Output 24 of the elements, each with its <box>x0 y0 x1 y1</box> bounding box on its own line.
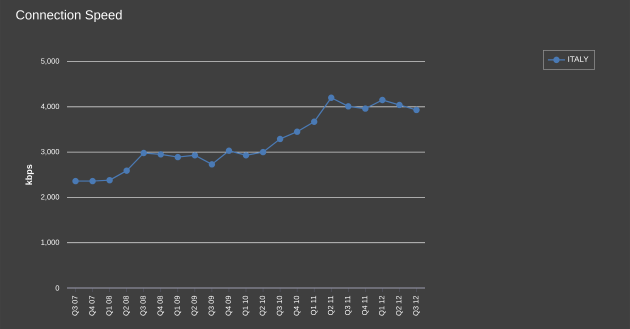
point <box>345 103 352 110</box>
point <box>226 148 232 154</box>
point <box>72 178 79 184</box>
point <box>379 96 386 104</box>
chart-title: Connection Speed <box>16 10 122 22</box>
point <box>396 102 403 108</box>
point <box>106 176 113 184</box>
point <box>89 178 96 184</box>
point <box>123 167 130 174</box>
point <box>362 105 369 112</box>
point <box>174 154 182 160</box>
point <box>208 161 216 168</box>
point <box>413 106 420 114</box>
point <box>276 136 284 142</box>
point <box>328 94 334 101</box>
point <box>192 152 198 158</box>
point <box>260 148 266 156</box>
point <box>294 128 300 135</box>
point <box>158 151 164 158</box>
point <box>242 152 250 158</box>
legend-label: ITALY <box>568 56 588 62</box>
point <box>310 118 318 125</box>
y-axis-title: kbps <box>25 164 34 185</box>
point <box>140 150 147 156</box>
